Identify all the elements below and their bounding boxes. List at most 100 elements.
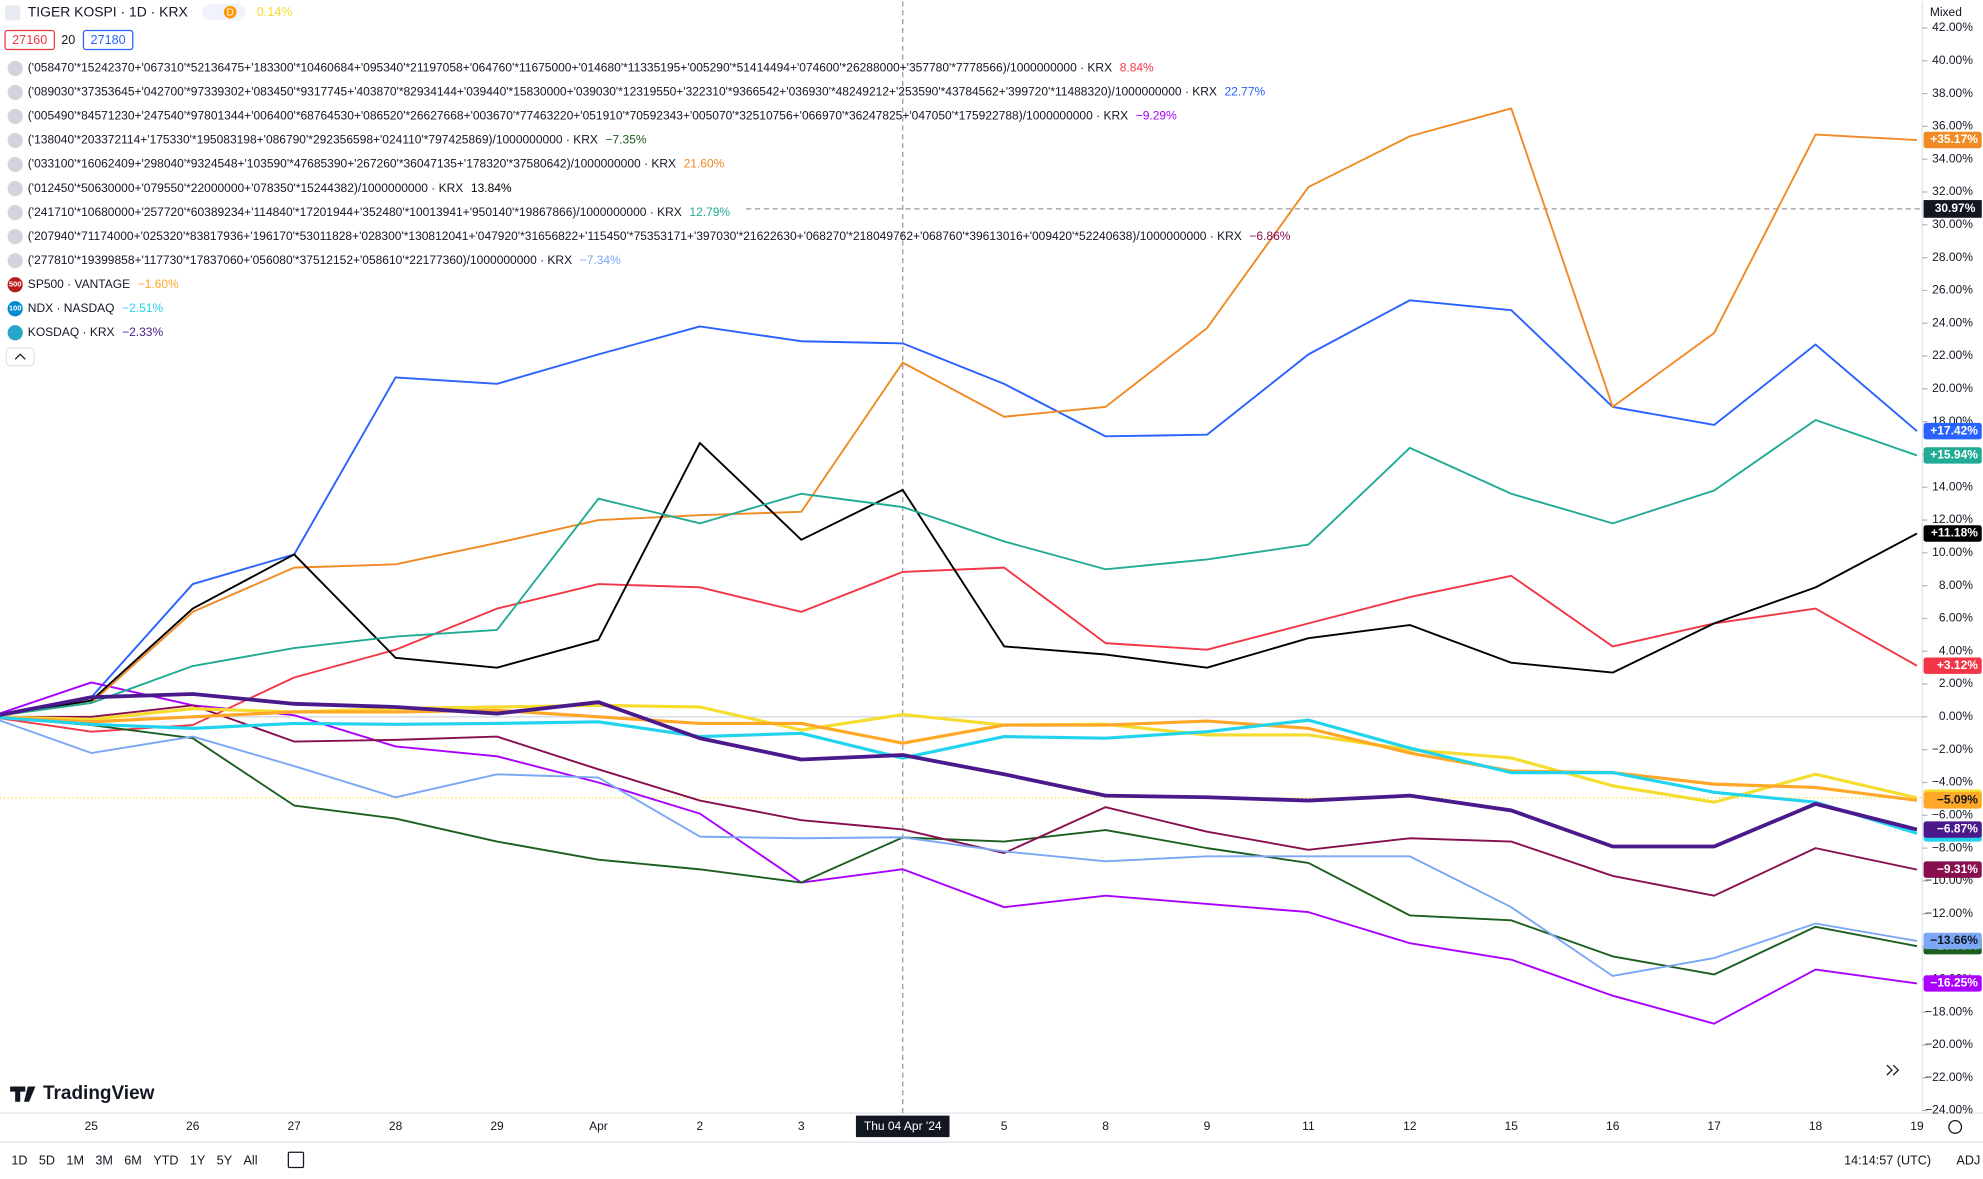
legend-entry[interactable]: ('138040'*203372114+'175330'*195083198+'… [7,132,647,149]
scale-mode[interactable]: Mixed [1930,5,1962,19]
range-button[interactable]: 6M [124,1153,142,1167]
y-tick-label: 28.00% [1932,250,1973,264]
adj[interactable]: ADJ [1956,1153,1980,1167]
legend-entry[interactable]: ('207940'*71174000+'025320'*83817936+'19… [7,229,1291,245]
y-tick-label: −4.00% [1932,775,1973,789]
x-tick-label: 11 [1302,1119,1315,1133]
x-tick-label: 18 [1809,1119,1823,1133]
legend-icon [7,301,23,317]
legend-value: −2.51% [122,301,163,315]
plot: −24.00%−22.00%−20.00%−18.00%−16.00%−14.0… [0,1,1982,1138]
range-button[interactable]: YTD [153,1153,178,1167]
legend-name: ('012450'*50630000+'079550'*22000000+'07… [28,181,463,195]
y-tick-label: 24.00% [1932,315,1973,329]
legend-name: ('277810'*19399858+'117730'*17837060+'05… [28,253,572,267]
legend-entry[interactable]: ('012450'*50630000+'079550'*22000000+'07… [7,181,512,197]
range-button[interactable]: 1M [66,1153,84,1167]
y-tick-label: −24.00% [1925,1103,1973,1117]
legend-name: SP500 · VANTAGE [28,277,130,291]
overlay: TIGER KOSPI · 1D · KRX D 0.14% 27160 20 … [4,3,1980,1169]
legend-value: 8.84% [1120,61,1154,75]
range-button[interactable]: 3M [95,1153,113,1167]
legend-value: 22.77% [1225,85,1266,99]
range-button[interactable]: 1Y [190,1153,206,1167]
ask: 27180 [91,33,126,47]
legend-icon [7,132,23,149]
range-button[interactable]: 5Y [217,1153,233,1167]
bid-box[interactable] [4,29,56,51]
legend-entry[interactable]: ('241710'*10680000+'257720'*60389234+'11… [7,205,731,221]
y-tick-label: −18.00% [1925,1004,1973,1018]
scroll-icon [1886,1064,1900,1076]
value-label: −9.31% [1937,862,1978,876]
value-label: +35.17% [1930,132,1978,146]
y-tick-label: −2.00% [1932,742,1973,756]
legend-icon [7,253,23,269]
series-line [0,299,1918,716]
legend-icon [7,229,23,245]
value-label-box [1923,131,1982,149]
legend-value: −7.34% [580,253,621,267]
y-tick-label: 2.00% [1939,676,1973,690]
collapse-icon [14,353,26,360]
range-button[interactable]: All [244,1153,258,1167]
y-tick-label: 26.00% [1932,283,1973,297]
legend-name: ('033100'*16062409+'298040'*9324548+'103… [28,157,676,171]
settings-icon[interactable] [1948,1120,1963,1134]
legend-entry[interactable]: ('058470'*15242370+'067310'*52136475+'18… [7,60,1154,77]
legend-name: ('138040'*203372114+'175330'*195083198+'… [28,133,598,147]
y-tick-label: 8.00% [1939,578,1973,592]
legend-entry[interactable]: ('033100'*16062409+'298040'*9324548+'103… [7,157,725,173]
value-label: −5.09% [1937,793,1978,807]
y-tick-label: −6.00% [1932,807,1973,821]
x-tick-label: 25 [85,1119,99,1133]
range-button[interactable]: 1D [11,1153,27,1167]
legend-value: −7.35% [606,133,647,147]
legend-entry[interactable]: 100 NDX · NASDAQ −2.51% [7,301,164,317]
legend-name: ('207940'*71174000+'025320'*83817936+'19… [28,229,1242,243]
value-label-box [1923,861,1982,878]
ask-box[interactable] [82,29,134,51]
legend-entry[interactable]: 500 SP500 · VANTAGE −1.60% [7,277,179,293]
legend-entry[interactable]: ('277810'*19399858+'117730'*17837060+'05… [7,253,621,269]
legend-name: KOSDAQ · KRX [28,325,115,339]
y-tick-label: 34.00% [1932,151,1973,165]
value-label: +17.42% [1930,423,1978,437]
legend-icon [7,277,23,293]
crosshair-y-label: 30.97% [1935,201,1976,215]
legend-entry[interactable]: ('005490'*84571230+'247540'*97801344+'00… [7,109,1177,125]
brand: TradingView [43,1083,155,1104]
x-tick-label: 26 [186,1119,200,1133]
legend-value: −2.33% [122,325,163,339]
y-tick-label: −8.00% [1932,840,1973,854]
y-tick-label: 32.00% [1932,184,1973,198]
spread: 20 [61,33,75,47]
y-tick-label: 6.00% [1939,611,1973,625]
legend-entry[interactable]: KOSDAQ · KRX −2.33% [7,325,164,341]
range-button[interactable]: 5D [39,1153,55,1167]
legend-value: −6.86% [1249,229,1290,243]
y-tick-label: 14.00% [1932,479,1973,493]
legend-icon-text: 100 [9,304,22,313]
symbol-title: TIGER KOSPI · 1D · KRX [28,3,188,19]
y-tick-label: 0.00% [1939,709,1973,723]
legend-icon [7,181,23,197]
x-tick-label: 28 [389,1119,403,1133]
series-line [0,419,1918,717]
legend-icon [7,325,23,341]
value-label-box [1923,932,1982,950]
x-tick-label: 17 [1707,1119,1721,1133]
legend-icon [7,60,23,77]
y-tick-label: −20.00% [1925,1037,1973,1051]
legend-entry[interactable]: ('089030'*37353645+'042700'*97339302+'08… [7,85,1266,101]
y-tick-label: 10.00% [1932,545,1973,559]
y-tick-label: 22.00% [1932,348,1973,362]
x-tick-label: 27 [287,1119,301,1133]
series-line [0,107,1918,717]
value-label-box [1923,975,1982,992]
x-tick-label: 5 [1001,1119,1008,1133]
collapse-button[interactable] [5,347,35,367]
calendar-icon[interactable] [287,1151,305,1169]
y-tick-label: 40.00% [1932,53,1973,67]
